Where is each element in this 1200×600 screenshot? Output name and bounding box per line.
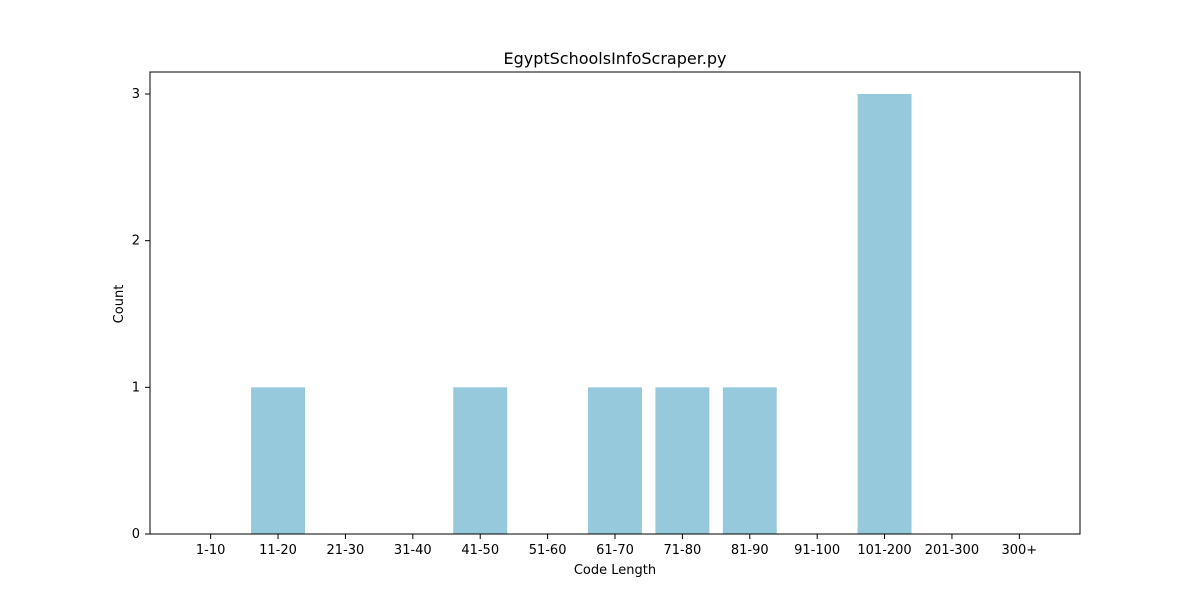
bar-81-90 bbox=[722, 387, 777, 534]
x-tick-label-21-30: 21-30 bbox=[327, 543, 365, 558]
y-tick-label-1: 1 bbox=[132, 380, 140, 395]
x-tick-label-41-50: 41-50 bbox=[461, 543, 499, 558]
x-tick-label-31-40: 31-40 bbox=[394, 543, 432, 558]
bar-41-50 bbox=[453, 387, 508, 534]
x-tick-label-51-60: 51-60 bbox=[529, 543, 567, 558]
x-tick-label-101-200: 101-200 bbox=[857, 543, 911, 558]
y-axis-label: Count bbox=[112, 285, 127, 324]
y-tick-label-3: 3 bbox=[132, 87, 140, 102]
x-tick-label-11-20: 11-20 bbox=[259, 543, 297, 558]
bar-101-200 bbox=[857, 94, 912, 534]
y-tick-label-0: 0 bbox=[132, 527, 140, 542]
x-tick-label-201-300: 201-300 bbox=[925, 543, 979, 558]
x-tick-label-1-10: 1-10 bbox=[196, 543, 226, 558]
plot-layer: 1-10 11-20 21-30 31-40 41-50 51-60 61-70 71-80 8… bbox=[132, 71, 1081, 558]
bar-61-70 bbox=[588, 387, 642, 534]
x-tick-label-81-90: 81-90 bbox=[731, 543, 769, 558]
y-tick-label-2: 2 bbox=[132, 234, 140, 249]
chart-title: EgyptSchoolsInfoScraper.py bbox=[503, 49, 726, 68]
x-tick-label-61-70: 61-70 bbox=[596, 543, 634, 558]
x-tick-label-71-80: 71-80 bbox=[664, 543, 702, 558]
x-tick-label-300+: 300+ bbox=[1001, 543, 1037, 558]
x-axis-label: Code Length bbox=[574, 563, 656, 578]
bar-11-20 bbox=[251, 387, 305, 534]
x-tick-label-91-100: 91-100 bbox=[794, 543, 840, 558]
bar-71-80 bbox=[655, 387, 710, 534]
